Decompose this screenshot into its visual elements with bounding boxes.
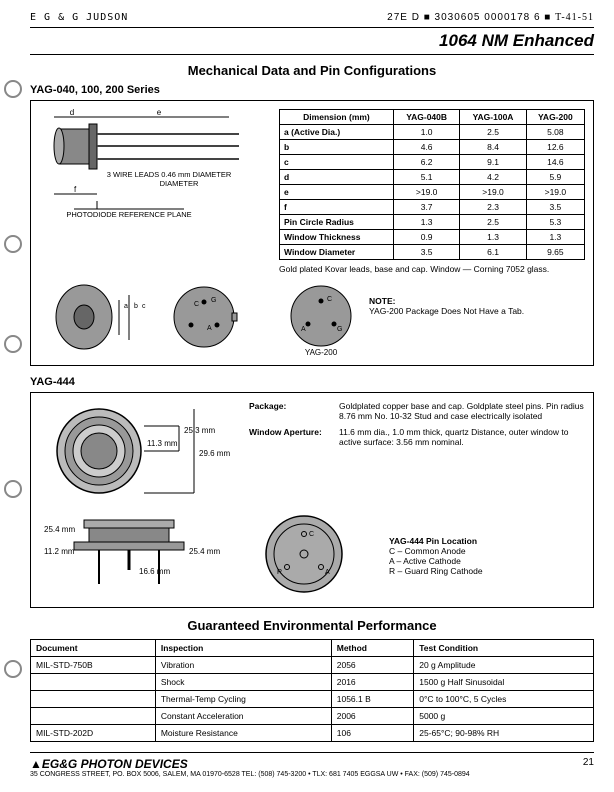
svg-text:YAG-200: YAG-200 xyxy=(305,348,338,356)
svg-text:C: C xyxy=(327,296,332,303)
svg-text:a: a xyxy=(124,303,128,310)
doc-header: E G & G JUDSON 27E D ■ 3030605 0000178 6… xyxy=(30,12,594,23)
svg-text:G: G xyxy=(211,297,216,304)
svg-text:b: b xyxy=(134,303,138,310)
svg-text:25.4 mm: 25.4 mm xyxy=(44,525,75,534)
svg-text:11.3 mm: 11.3 mm xyxy=(147,439,178,448)
svg-text:R: R xyxy=(277,569,282,576)
yag200-pinout: C A G YAG-200 xyxy=(279,281,369,356)
svg-text:A: A xyxy=(301,326,306,333)
svg-text:C: C xyxy=(309,531,314,538)
yag444-pin-legend: YAG-444 Pin Location C – Common Anode A … xyxy=(389,536,585,576)
dimension-table: Dimension (mm)YAG-040BYAG-100AYAG-200 a … xyxy=(279,109,585,260)
svg-text:25.3 mm: 25.3 mm xyxy=(184,426,215,435)
svg-text:25.4 mm: 25.4 mm xyxy=(189,547,220,556)
package-side-diagram: d e 3 WIRE LEADS 0.46 mm DIAMETER DIAMET… xyxy=(39,109,259,224)
svg-text:16.6 mm: 16.6 mm xyxy=(139,567,170,576)
yag444-top-diagram: 25.3 mm 11.3 mm 29.6 mm xyxy=(39,401,234,506)
svg-text:PHOTODIODE REFERENCE PLANE: PHOTODIODE REFERENCE PLANE xyxy=(66,210,191,219)
svg-text:G: G xyxy=(337,326,342,333)
section-environmental: Guaranteed Environmental Performance xyxy=(30,618,594,633)
pinout-bottom-small: a b c G C A xyxy=(39,280,259,355)
env-table: DocumentInspectionMethodTest Condition M… xyxy=(30,639,594,742)
company-code: E G & G JUDSON xyxy=(30,12,128,23)
svg-text:A: A xyxy=(207,325,212,332)
svg-text:e: e xyxy=(157,109,162,117)
series-444-label: YAG-444 xyxy=(30,376,594,388)
yag444-pinout: C R A xyxy=(249,512,369,597)
table-note: Gold plated Kovar leads, base and cap. W… xyxy=(279,264,585,274)
page-number: 21 xyxy=(583,757,594,768)
svg-text:11.2 mm: 11.2 mm xyxy=(44,547,75,556)
svg-text:DIAMETER: DIAMETER xyxy=(160,179,199,188)
footer-address: 35 CONGRESS STREET, PO. BOX 5006, SALEM,… xyxy=(30,771,470,778)
svg-text:C: C xyxy=(194,301,199,308)
series-040-label: YAG-040, 100, 200 Series xyxy=(30,84,594,96)
svg-text:29.6 mm: 29.6 mm xyxy=(199,449,230,458)
package-spec: Package: Goldplated copper base and cap.… xyxy=(249,401,585,421)
page-footer: ▲EG&G PHOTON DEVICES 35 CONGRESS STREET,… xyxy=(30,752,594,778)
section-mechanical: Mechanical Data and Pin Configurations xyxy=(30,63,594,78)
series-040-box: d e 3 WIRE LEADS 0.46 mm DIAMETER DIAMET… xyxy=(30,100,594,366)
aperture-spec: Window Aperture: 11.6 mm dia., 1.0 mm th… xyxy=(249,427,585,447)
svg-text:f: f xyxy=(74,185,77,194)
header-mid: 27E D ■ 3030605 0000178 6 ■ T-41-51 xyxy=(387,12,594,23)
svg-text:3 WIRE LEADS 0.46 mm DIAMETER: 3 WIRE LEADS 0.46 mm DIAMETER xyxy=(107,170,232,179)
footer-logo: ▲EG&G PHOTON DEVICES xyxy=(30,757,470,771)
page-title: 1064 NM Enhanced xyxy=(30,27,594,55)
svg-text:d: d xyxy=(70,109,74,117)
series-444-box: 25.3 mm 11.3 mm 29.6 mm Package: Goldpla… xyxy=(30,392,594,608)
svg-text:c: c xyxy=(142,303,146,310)
svg-text:A: A xyxy=(325,569,330,576)
yag444-side-diagram: 25.4 mm 11.2 mm 25.4 mm 16.6 mm xyxy=(39,512,234,597)
